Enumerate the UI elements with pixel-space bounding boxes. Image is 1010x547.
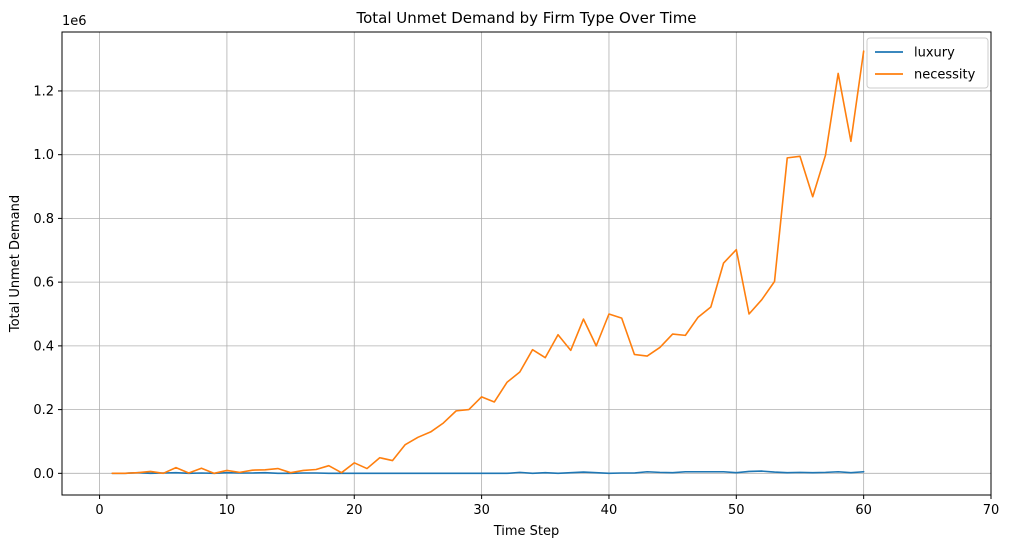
x-axis-title: Time Step [493, 524, 560, 539]
x-tick-label: 60 [855, 503, 872, 518]
x-tick-label: 10 [219, 503, 236, 518]
x-tick-label: 0 [95, 503, 103, 518]
y-tick-label: 0.8 [33, 212, 54, 227]
x-tick-label: 20 [346, 503, 363, 518]
x-tick-label: 30 [473, 503, 490, 518]
x-tick-label: 70 [983, 503, 1000, 518]
series-layer [111, 50, 865, 475]
chart-title: Total Unmet Demand by Firm Type Over Tim… [355, 9, 696, 27]
x-axis: 0 10 20 30 40 50 60 70 [95, 495, 999, 518]
y-tick-label: 0.4 [33, 339, 54, 354]
series-line-necessity [111, 50, 865, 475]
plot-area [62, 32, 991, 495]
y-tick-label: 1.0 [33, 148, 54, 163]
axes-frame [61, 31, 992, 496]
y-tick-label: 0.2 [33, 403, 54, 418]
legend-label-luxury: luxury [914, 46, 955, 61]
y-axis: 0.0 0.2 0.4 0.6 0.8 1.0 1.2 [33, 84, 62, 482]
legend: luxury necessity [866, 37, 989, 89]
x-tick-label: 40 [601, 503, 618, 518]
x-tick-label: 50 [728, 503, 745, 518]
y-tick-label: 1.2 [33, 84, 54, 99]
y-axis-multiplier: 1e6 [62, 14, 87, 29]
grid [62, 32, 992, 495]
y-tick-label: 0.0 [33, 467, 54, 482]
y-axis-title: Total Unmet Demand [8, 195, 23, 333]
series-line-luxury [111, 470, 865, 475]
legend-label-necessity: necessity [914, 68, 976, 83]
legend-box [866, 37, 989, 89]
y-tick-label: 0.6 [33, 276, 54, 291]
